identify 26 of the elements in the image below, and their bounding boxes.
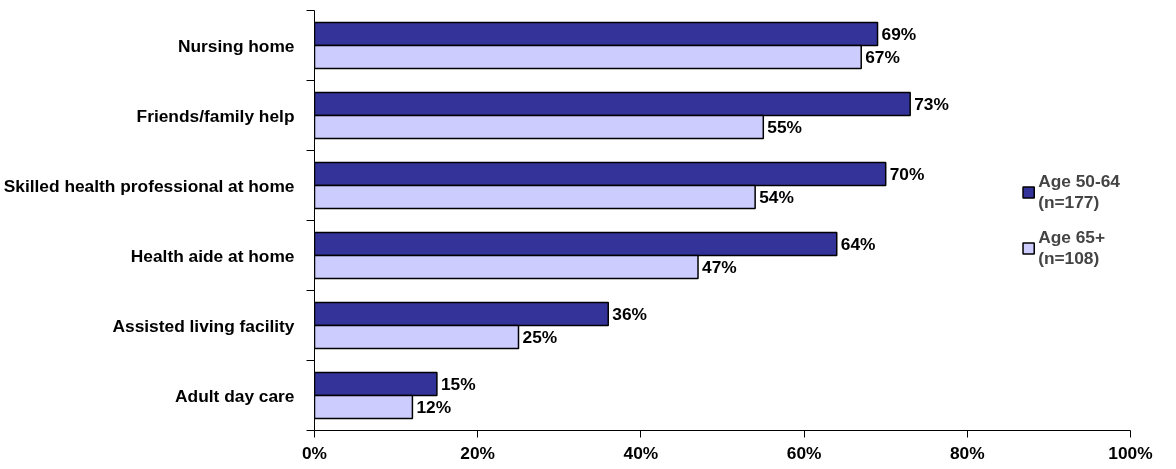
data-label: 54%: [759, 187, 794, 208]
x-tick-label: 20%: [460, 442, 496, 463]
x-tick-label: 40%: [623, 442, 659, 463]
y-tick-label: Friends/family help: [136, 105, 295, 126]
legend-label: Age 50-64 (n=177): [1038, 171, 1120, 213]
y-tick-label: Health aide at home: [130, 245, 295, 266]
y-tick-label: Adult day care: [175, 385, 295, 406]
data-label: 70%: [889, 163, 925, 184]
x-tick-label: 60%: [786, 442, 822, 463]
x-tick-label: 0%: [301, 442, 328, 463]
data-label: 36%: [612, 303, 647, 324]
data-label: 12%: [416, 397, 452, 418]
y-tick-label: Nursing home: [178, 35, 295, 56]
y-tick-label: Skilled health professional at home: [3, 175, 295, 196]
data-label: 47%: [702, 257, 737, 278]
data-label: 25%: [522, 327, 558, 348]
x-tick-label: 100%: [1108, 442, 1153, 463]
x-tick-label: 80%: [949, 442, 985, 463]
data-label: 64%: [840, 233, 876, 254]
data-label: 15%: [440, 373, 476, 394]
data-label: 67%: [865, 47, 900, 68]
data-label: 69%: [881, 23, 917, 44]
y-tick-label: Assisted living facility: [112, 315, 295, 336]
legend-label: Age 65+ (n=108): [1038, 227, 1106, 269]
data-label: 73%: [914, 93, 949, 114]
data-label: 55%: [767, 117, 802, 138]
